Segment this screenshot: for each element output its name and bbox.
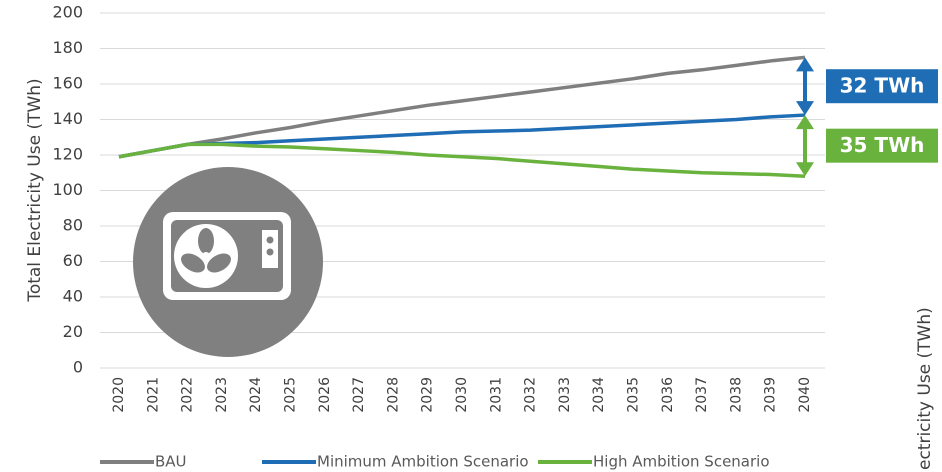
arrow-head <box>796 57 814 72</box>
arrow-head <box>796 101 814 116</box>
y-tick-label: 200 <box>52 3 83 22</box>
annotation-box <box>826 128 938 163</box>
arrow-head <box>796 115 814 130</box>
x-tick-label: 2038 <box>728 377 744 413</box>
y-tick-label: 160 <box>52 74 83 93</box>
x-tick-label: 2029 <box>420 377 436 413</box>
x-tick-label: 2030 <box>454 377 470 413</box>
x-tick-label: 2027 <box>351 377 367 413</box>
annotation: 32 TWh <box>840 74 925 98</box>
series-line <box>118 113 806 159</box>
x-tick-label: 2023 <box>214 377 230 413</box>
y-tick-label: 0 <box>73 358 83 377</box>
annotation-box <box>826 69 938 104</box>
legend-label: Minimum Ambition Scenario <box>317 453 529 471</box>
y-tick-label: 60 <box>63 251 83 270</box>
x-tick-label: 2028 <box>385 377 401 413</box>
legend-label: BAU <box>155 453 187 471</box>
y-tick-label: 180 <box>52 38 83 57</box>
legend-label: High Ambition Scenario <box>593 453 770 471</box>
x-tick-label: 2037 <box>694 377 710 413</box>
y-axis-label: Total Electricity Use (TWh) <box>25 78 45 302</box>
y-tick-label: 40 <box>63 287 83 306</box>
x-tick-label: 2020 <box>111 377 127 413</box>
heat-pump-icon <box>133 167 323 357</box>
x-tick-label: 2025 <box>283 377 299 413</box>
x-tick-label: 2033 <box>557 377 573 413</box>
x-tick-label: 2024 <box>248 377 264 413</box>
series-line <box>118 55 806 159</box>
series-line <box>118 142 806 179</box>
x-tick-label: 2034 <box>591 377 607 413</box>
x-tick-label: 2032 <box>523 377 539 413</box>
clipped-axis-label: ectricity Use (TWh) <box>915 307 935 470</box>
y-tick-label: 80 <box>63 216 83 235</box>
x-tick-label: 2040 <box>797 377 813 413</box>
x-tick-label: 2036 <box>660 377 676 413</box>
x-tick-label: 2031 <box>488 377 504 413</box>
x-tick-label: 2022 <box>180 377 196 413</box>
y-tick-label: 100 <box>52 180 83 199</box>
arrow-head <box>796 162 814 177</box>
y-tick-label: 20 <box>63 322 83 341</box>
y-tick-label: 120 <box>52 145 83 164</box>
x-tick-label: 2021 <box>145 377 161 413</box>
y-tick-label: 140 <box>52 109 83 128</box>
x-tick-label: 2039 <box>763 377 779 413</box>
x-tick-label: 2035 <box>626 377 642 413</box>
x-tick-label: 2026 <box>317 377 333 413</box>
annotation: 35 TWh <box>840 133 925 157</box>
